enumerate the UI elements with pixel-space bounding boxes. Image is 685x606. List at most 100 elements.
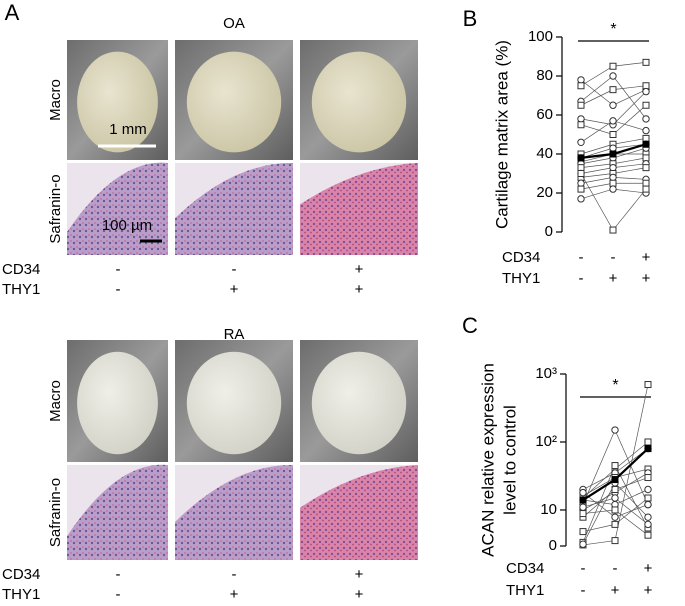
marker-sign: + <box>355 261 364 278</box>
data-point <box>611 476 619 484</box>
data-point <box>642 164 650 172</box>
data-point <box>579 510 587 518</box>
histology-tissue <box>175 162 293 255</box>
y-axis-label: Cartilage matrix area (%) <box>492 40 511 229</box>
cartilage-pellet <box>186 351 282 455</box>
x-row-sign: + <box>642 270 651 287</box>
x-row-label: CD34 <box>502 249 540 266</box>
y-axis-label: ACAN relative expression <box>478 363 497 557</box>
data-point <box>644 531 652 539</box>
y-tick-label: 80 <box>536 67 553 84</box>
x-row-sign: - <box>613 560 618 577</box>
data-point <box>577 170 585 177</box>
data-point <box>644 500 652 509</box>
x-row-sign: - <box>579 270 584 287</box>
data-point <box>579 528 587 536</box>
data-point <box>579 496 587 504</box>
data-point <box>579 488 587 497</box>
y-axis-label: level to control <box>500 405 519 515</box>
data-point <box>609 62 617 70</box>
histology-tissue <box>300 163 418 255</box>
data-point <box>577 82 585 90</box>
data-point <box>611 506 619 514</box>
marker-label: THY1 <box>2 586 40 601</box>
marker-sign: - <box>232 566 237 583</box>
data-point <box>642 134 650 142</box>
section-title: RA <box>224 326 245 343</box>
data-point <box>609 86 617 94</box>
data-point <box>644 474 652 482</box>
data-point <box>644 445 652 453</box>
data-point <box>642 179 650 187</box>
marker-sign: + <box>230 281 239 298</box>
x-row-sign: + <box>644 560 653 577</box>
data-point <box>644 494 652 502</box>
data-point <box>642 185 650 193</box>
x-row-label: CD34 <box>506 560 544 577</box>
y-tick-label: 100 <box>528 28 553 45</box>
data-point <box>644 520 652 529</box>
marker-sign: - <box>116 261 121 278</box>
data-point <box>577 195 585 203</box>
data-point <box>642 58 650 66</box>
cartilage-pellet <box>77 351 158 455</box>
marker-label: CD34 <box>2 261 40 278</box>
data-point <box>577 76 585 84</box>
data-point <box>642 87 650 96</box>
data-point <box>609 150 617 158</box>
data-point <box>642 115 650 123</box>
significance-star: * <box>612 377 618 394</box>
data-point <box>644 513 652 521</box>
data-point <box>609 144 617 152</box>
data-point <box>609 131 617 138</box>
data-point <box>611 520 619 528</box>
data-point <box>644 381 652 389</box>
section-title: OA <box>223 15 245 32</box>
significance-star: * <box>610 21 616 38</box>
cartilage-pellet <box>311 351 407 455</box>
data-point <box>609 173 617 182</box>
row-label: Safranin-o <box>47 478 64 547</box>
x-row-sign: - <box>581 582 586 599</box>
data-point <box>579 540 587 548</box>
x-row-sign: - <box>611 249 616 266</box>
data-point <box>577 115 585 123</box>
data-point <box>577 179 585 187</box>
y-tick-label: 10² <box>535 433 557 450</box>
data-point <box>577 154 585 162</box>
histology-tissue <box>67 162 168 255</box>
marker-sign: - <box>232 261 237 278</box>
data-point <box>609 163 617 172</box>
scale-label: 100 µm <box>102 217 152 234</box>
marker-sign: - <box>116 566 121 583</box>
marker-sign: + <box>355 281 364 298</box>
data-point <box>642 154 650 162</box>
data-point <box>642 140 650 148</box>
data-point <box>577 185 585 193</box>
data-point <box>609 185 617 193</box>
data-point <box>611 513 619 521</box>
cartilage-pellet <box>311 51 407 153</box>
y-tick-label: 10 <box>540 501 557 518</box>
x-row-label: THY1 <box>502 270 540 287</box>
marker-sign: + <box>355 566 364 583</box>
row-label: Safranin-o <box>47 174 64 243</box>
data-point <box>609 72 617 80</box>
y-tick-label: 20 <box>536 184 553 201</box>
marker-sign: - <box>116 281 121 298</box>
data-point <box>577 164 585 172</box>
data-point <box>611 537 619 545</box>
row-label: Macro <box>47 79 64 121</box>
x-row-sign: + <box>609 270 618 287</box>
x-row-label: THY1 <box>506 582 544 599</box>
panel-letter: C <box>462 313 478 338</box>
x-row-sign: - <box>581 560 586 577</box>
data-point <box>577 138 585 147</box>
data-point <box>609 117 617 125</box>
data-point <box>577 101 585 109</box>
x-row-sign: + <box>642 249 651 266</box>
data-point <box>644 438 652 446</box>
series-line <box>580 75 647 120</box>
data-point <box>611 494 619 502</box>
